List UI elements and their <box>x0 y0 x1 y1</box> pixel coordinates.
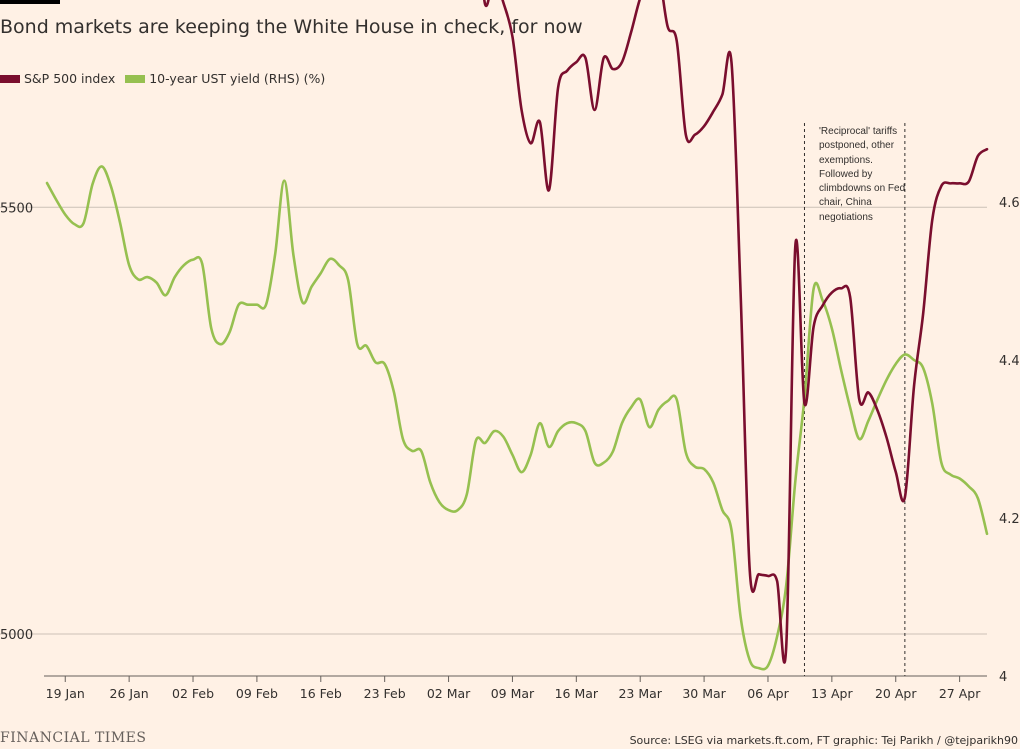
y-right-tick-label: 4 <box>999 670 1007 685</box>
y-left-tick-label: 5000 <box>0 628 33 643</box>
x-tick-label: 06 Apr <box>747 686 789 701</box>
legend-item-sp500: S&P 500 index <box>0 71 115 86</box>
source-note: Source: LSEG via markets.ft.com, FT grap… <box>629 734 1018 747</box>
y-right-tick-label: 4.2 <box>999 512 1020 527</box>
x-tick-label: 09 Feb <box>236 686 278 701</box>
annotation-line: postponed, other <box>819 140 895 152</box>
legend-label-yield: 10-year UST yield (RHS) (%) <box>149 71 326 86</box>
x-tick-label: 16 Mar <box>555 686 599 701</box>
x-tick-label: 09 Mar <box>491 686 535 701</box>
annotation-line: Followed by <box>819 168 873 180</box>
annotation-line: climbdowns on Fed <box>819 183 906 195</box>
x-tick-label: 02 Mar <box>427 686 471 701</box>
ft-logo: FINANCIAL TIMES <box>0 730 147 746</box>
x-tick-label: 16 Feb <box>300 686 342 701</box>
brand-bar <box>0 0 60 4</box>
legend-swatch-yield <box>125 74 146 83</box>
grid-lines <box>0 206 987 677</box>
x-tick-label: 13 Apr <box>811 686 853 701</box>
annotation-line: chair, China <box>819 197 872 209</box>
annotation-line: negotiations <box>819 211 873 223</box>
annotation-line: 'Reciprocal' tariffs <box>819 126 898 137</box>
legend: S&P 500 index 10-year UST yield (RHS) (%… <box>0 71 335 86</box>
x-tick-label: 20 Apr <box>875 686 917 701</box>
x-tick-label: 27 Apr <box>939 686 981 701</box>
x-tick-label: 23 Feb <box>364 686 406 701</box>
x-tick-label: 26 Jan <box>110 686 149 701</box>
x-tick-label: 19 Jan <box>46 686 85 701</box>
annotation-line: exemptions. <box>819 154 873 166</box>
series-line-yield <box>45 165 989 671</box>
legend-label-sp500: S&P 500 index <box>24 71 116 86</box>
x-tick-label: 30 Mar <box>682 686 726 701</box>
y-left-tick-label: 5500 <box>0 201 33 216</box>
legend-item-yield: 10-year UST yield (RHS) (%) <box>125 71 325 86</box>
y-right-tick-label: 4.6 <box>999 196 1020 211</box>
series-lines <box>45 0 989 671</box>
x-tick-label: 23 Mar <box>618 686 662 701</box>
series-line-sp500 <box>482 0 989 664</box>
annotation-text: 'Reciprocal' tariffs postponed, other exem… <box>819 125 914 225</box>
chart-title: Bond markets are keeping the White House… <box>0 16 583 38</box>
y-right-tick-label: 4.4 <box>999 354 1020 369</box>
legend-swatch-sp500 <box>0 74 20 83</box>
x-tick-label: 02 Feb <box>172 686 214 701</box>
